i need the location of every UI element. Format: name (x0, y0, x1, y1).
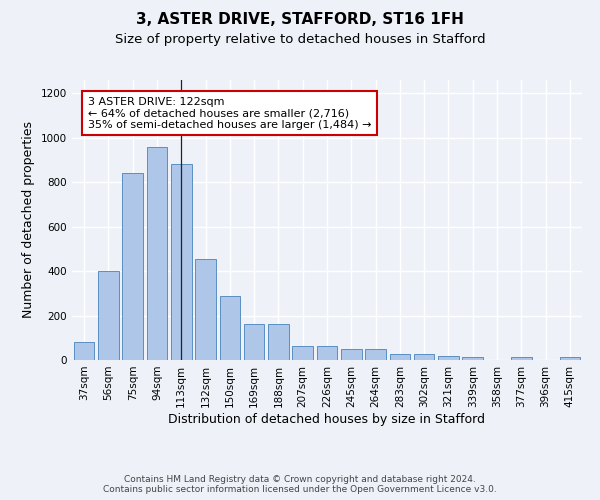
Bar (292, 346, 313, 360)
Bar (268, 324, 289, 360)
Bar (414, 354, 434, 360)
Bar (146, 146, 167, 360)
X-axis label: Distribution of detached houses by size in Stafford: Distribution of detached houses by size … (169, 412, 485, 426)
Bar (365, 350, 386, 360)
Bar (511, 358, 532, 360)
Bar (98, 271, 119, 360)
Bar (438, 356, 459, 360)
Text: Size of property relative to detached houses in Stafford: Size of property relative to detached ho… (115, 32, 485, 46)
Bar (171, 164, 191, 360)
Bar (389, 354, 410, 360)
Y-axis label: Number of detached properties: Number of detached properties (22, 122, 35, 318)
Bar (317, 346, 337, 360)
Bar (341, 350, 362, 360)
Text: 3, ASTER DRIVE, STAFFORD, ST16 1FH: 3, ASTER DRIVE, STAFFORD, ST16 1FH (136, 12, 464, 28)
Bar (195, 259, 216, 360)
Bar (220, 296, 240, 360)
Bar (122, 174, 143, 360)
Text: Contains HM Land Registry data © Crown copyright and database right 2024.
Contai: Contains HM Land Registry data © Crown c… (103, 474, 497, 494)
Bar (244, 324, 265, 360)
Bar (74, 342, 94, 360)
Bar (463, 358, 483, 360)
Text: 3 ASTER DRIVE: 122sqm
← 64% of detached houses are smaller (2,716)
35% of semi-d: 3 ASTER DRIVE: 122sqm ← 64% of detached … (88, 96, 371, 130)
Bar (560, 358, 580, 360)
